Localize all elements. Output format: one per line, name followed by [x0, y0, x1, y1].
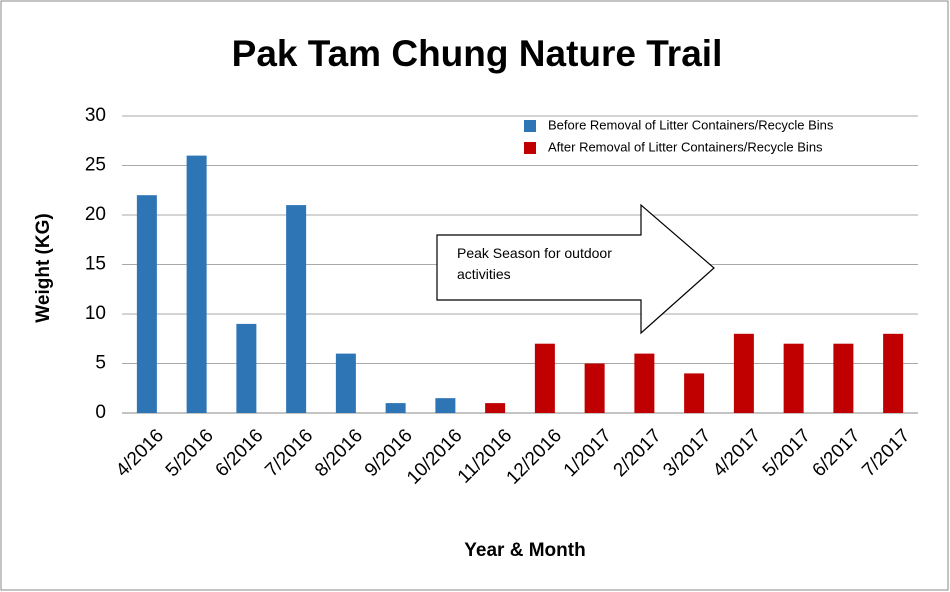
bar — [733, 333, 754, 413]
bar — [684, 373, 705, 413]
y-tick-label: 0 — [95, 402, 106, 423]
bar — [534, 343, 555, 413]
x-axis-label: Year & Month — [464, 540, 585, 561]
y-axis-label: Weight (KG) — [33, 213, 54, 322]
legend-swatch — [524, 142, 536, 154]
bars — [136, 155, 904, 413]
bar — [584, 363, 605, 413]
y-tick-label: 5 — [95, 353, 106, 374]
bar — [136, 195, 157, 413]
bar — [883, 333, 904, 413]
legend-swatch — [524, 120, 536, 132]
annotation-arrow — [436, 203, 715, 335]
chart-title: Pak Tam Chung Nature Trail — [232, 33, 723, 74]
y-tick-label: 25 — [85, 155, 106, 176]
y-tick-label: 30 — [85, 105, 106, 126]
bar — [186, 155, 207, 413]
annotation-box: Peak Season for outdoor activities — [457, 245, 612, 282]
bar — [634, 353, 655, 413]
bar — [286, 205, 307, 413]
y-tick-label: 10 — [85, 303, 106, 324]
legend-label: Before Removal of Litter Containers/Recy… — [548, 117, 834, 132]
bar — [335, 353, 356, 413]
bar — [236, 323, 257, 413]
annotation: Peak Season for outdoor activities — [457, 245, 612, 282]
bar — [783, 343, 804, 413]
bar — [385, 403, 406, 413]
bar — [435, 398, 456, 413]
legend-label: After Removal of Litter Containers/Recyc… — [548, 139, 823, 154]
bar — [485, 403, 506, 413]
y-tick-label: 15 — [85, 254, 106, 275]
y-tick-label: 20 — [85, 204, 106, 225]
bar — [833, 343, 854, 413]
